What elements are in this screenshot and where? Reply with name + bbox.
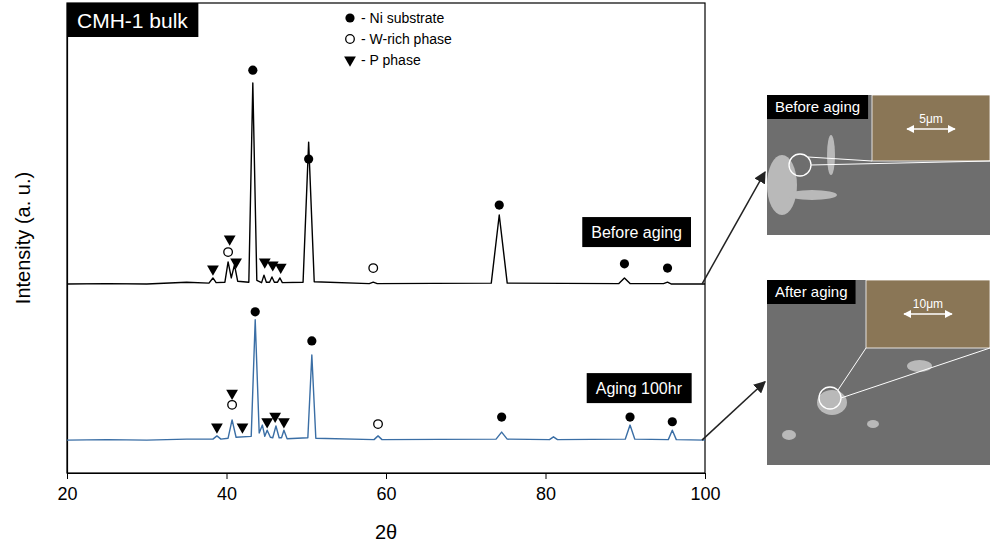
x-tick-mark [227, 473, 228, 479]
phase-marker [307, 336, 316, 345]
x-axis-title: 2θ [375, 521, 397, 543]
scale-bar-label: 10μm [913, 297, 943, 311]
sem-phase [767, 155, 797, 215]
y-axis-title: Intensity (a. u.) [12, 172, 34, 304]
x-tick-label: 80 [536, 484, 556, 504]
series-label-background [582, 217, 691, 247]
x-tick-label: 100 [690, 484, 720, 504]
inset-label-background [767, 280, 856, 304]
scale-bar-label: 5μm [919, 112, 943, 126]
phase-marker [251, 307, 260, 316]
x-tick: 60 [376, 473, 396, 504]
zoom-circle [789, 154, 811, 176]
zoom-line [808, 157, 872, 161]
phase-marker [304, 154, 313, 163]
x-tick: 100 [690, 473, 720, 504]
sem-zoom [872, 95, 990, 161]
y-axis-line [67, 4, 68, 474]
title-background [67, 3, 198, 37]
phase-marker [269, 413, 281, 423]
zoom-line [838, 348, 866, 390]
x-tick: 80 [536, 473, 556, 504]
x-tick-label: 40 [217, 484, 237, 504]
phase-marker [248, 66, 257, 75]
phase-marker [374, 420, 383, 429]
series-label-background [587, 373, 692, 403]
sem-phase [817, 390, 847, 415]
x-tick-mark [386, 473, 387, 479]
zoom-line [841, 348, 990, 398]
phase-marker [275, 264, 287, 274]
series-label-box: Aging 100hr [587, 373, 692, 403]
phase-marker [625, 412, 634, 421]
phase-marker [207, 266, 219, 276]
plot-area [67, 66, 705, 440]
legend-label: - P phase [361, 52, 421, 68]
chart-svg: 20 40 60 80 100 2θ Intensity (a. u.) CMH-1 bulk… [0, 0, 995, 555]
legend-symbol [345, 13, 354, 22]
x-tick: 20 [57, 473, 77, 504]
phase-marker [211, 424, 223, 434]
x-tick: 40 [217, 473, 237, 504]
phase-marker [278, 418, 290, 428]
x-tick-mark [67, 473, 68, 479]
phase-marker [230, 259, 242, 269]
phase-marker [261, 418, 273, 428]
link-arrow [702, 172, 765, 284]
inset-label-background [767, 95, 868, 119]
phase-marker [237, 424, 249, 434]
series-line [67, 83, 705, 284]
plot-frame [67, 3, 705, 473]
phase-marker [369, 264, 378, 273]
scale-bar [904, 313, 952, 314]
series-line [67, 320, 705, 440]
y-axis [67, 4, 68, 474]
phase-marker [668, 417, 677, 426]
phase-marker [497, 412, 506, 421]
sem-inset: Before aging 5μm [767, 95, 990, 235]
sem-image [767, 280, 990, 465]
scale-bar [907, 128, 955, 129]
phase-marker [224, 236, 236, 246]
phase-marker [228, 401, 237, 410]
sem-phase [867, 420, 879, 428]
zoom-line [811, 161, 990, 165]
x-tick-label: 60 [376, 484, 396, 504]
sem-zoom [866, 280, 990, 348]
series-label-box: Before aging [582, 217, 691, 247]
x-axis: 20 40 60 80 100 [57, 473, 720, 504]
sem-phase [782, 430, 796, 440]
phase-marker [224, 248, 233, 257]
x-tick-label: 20 [57, 484, 77, 504]
legend-label: - W-rich phase [361, 31, 452, 47]
phase-marker [226, 390, 238, 400]
inset-label: After aging [775, 283, 848, 300]
sem-phase [907, 360, 932, 372]
x-tick-mark [546, 473, 547, 479]
sem-phase [827, 135, 835, 175]
phase-marker [620, 259, 629, 268]
legend-label: - Ni substrate [361, 10, 444, 26]
series-label: Before aging [591, 224, 682, 241]
link-arrow [702, 382, 765, 440]
phase-marker [495, 201, 504, 210]
legend-symbol [346, 35, 355, 44]
inset-label: Before aging [775, 98, 860, 115]
series-label: Aging 100hr [596, 380, 683, 397]
title-box: CMH-1 bulk [67, 3, 198, 37]
legend: - Ni substrate - W-rich phase - P phase [344, 10, 452, 68]
sem-image [767, 95, 990, 235]
sem-inset: After aging 10μm [767, 280, 990, 465]
phase-marker [663, 263, 672, 272]
chart-title: CMH-1 bulk [77, 9, 188, 32]
x-tick-mark [705, 473, 706, 479]
legend-symbol [344, 57, 356, 67]
sem-phase [787, 190, 837, 200]
zoom-circle [819, 387, 841, 409]
